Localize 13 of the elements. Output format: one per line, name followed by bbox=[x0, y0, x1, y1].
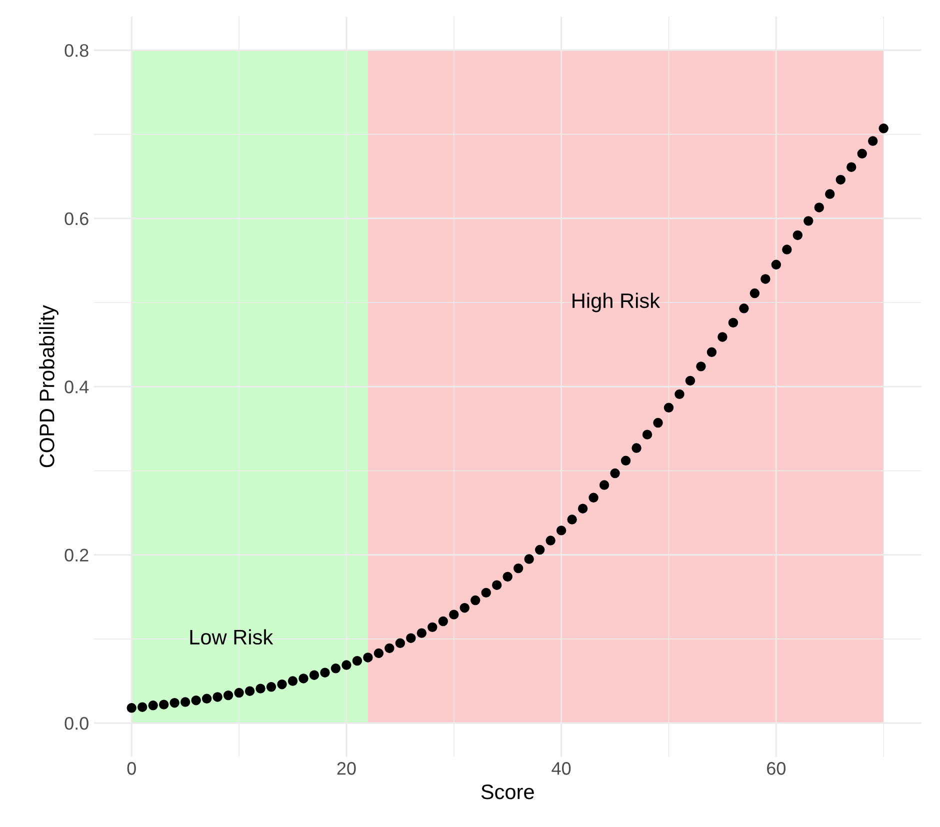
y-tick-label: 0.4 bbox=[64, 380, 89, 394]
x-tick-label: 0 bbox=[127, 762, 136, 775]
y-tick-label: 0.6 bbox=[64, 212, 88, 226]
y-tick-label: 0.0 bbox=[64, 716, 88, 730]
y-tick-label: 0.8 bbox=[64, 44, 88, 57]
band-label: High Risk bbox=[572, 292, 660, 312]
x-tick-label: 60 bbox=[767, 762, 786, 775]
band-label: Low Risk bbox=[190, 629, 274, 645]
x-tick-label: 20 bbox=[337, 762, 356, 775]
y-tick-label: 0.2 bbox=[64, 548, 88, 562]
x-axis-title: Score bbox=[481, 784, 534, 800]
y-axis-title: COPD Probability bbox=[39, 305, 58, 468]
x-tick-label: 40 bbox=[552, 762, 571, 775]
